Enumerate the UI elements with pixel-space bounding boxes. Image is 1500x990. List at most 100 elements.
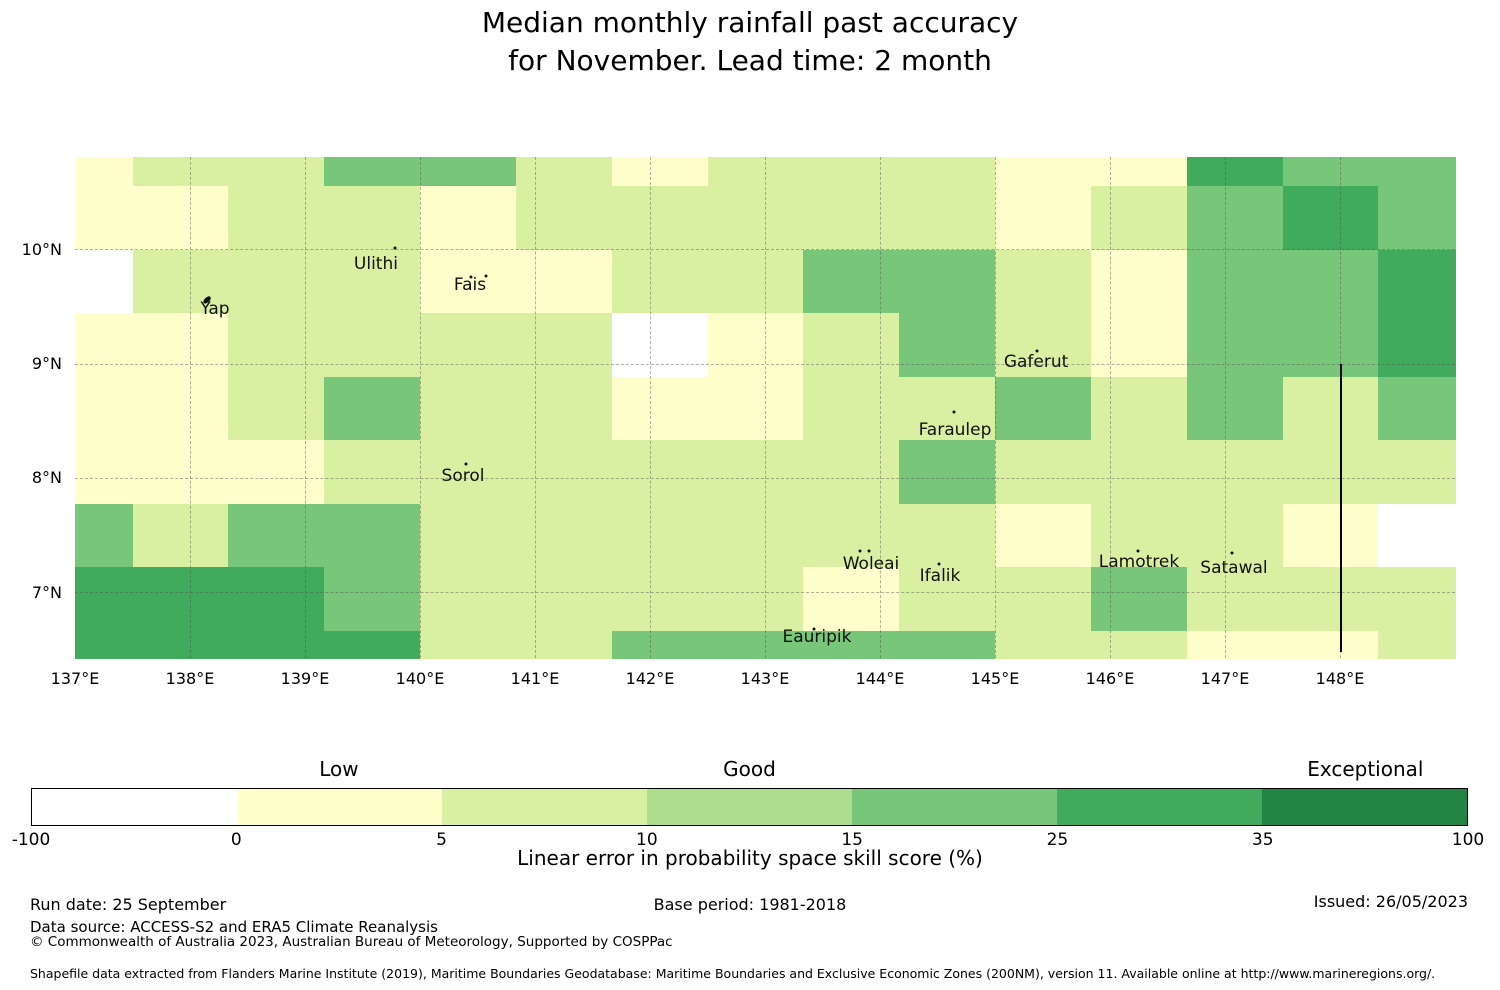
grid-cell	[1186, 440, 1284, 505]
colorbar-quality-label: Good	[723, 757, 776, 781]
grid-cell	[707, 503, 804, 569]
grid-cell	[707, 567, 804, 632]
grid-cell	[515, 503, 613, 569]
island-marker-icon	[393, 246, 397, 250]
grid-cell	[707, 630, 804, 659]
grid-cell	[1090, 567, 1188, 632]
colorbar-tick-label: 15	[841, 830, 863, 850]
grid-cell	[1090, 630, 1188, 659]
grid-cell	[1186, 376, 1284, 442]
map-plot-area: Yap Ulithi Fais Sorol Gaferut Faraulep Woleai I…	[22, 157, 1456, 688]
grid-cell	[1186, 249, 1284, 314]
grid-cell	[515, 186, 613, 251]
colorbar-tick-label: 5	[436, 830, 447, 850]
grid-cell	[420, 249, 517, 314]
island-marker-icon	[469, 275, 473, 279]
grid-cell	[324, 503, 421, 569]
shapefile-note-text: Shapefile data extracted from Flanders M…	[30, 966, 1436, 981]
grid-cell	[611, 186, 709, 251]
island-label: Gaferut	[1003, 352, 1069, 373]
island-marker-icon	[1230, 551, 1234, 555]
grid-cell	[1378, 186, 1456, 251]
grid-cell	[995, 249, 1092, 314]
island-marker-icon	[1136, 549, 1140, 553]
island-marker-icon	[464, 462, 468, 466]
colorbar-tick-label: 0	[230, 830, 242, 850]
grid-cell	[611, 567, 709, 632]
grid-cell	[899, 567, 996, 632]
grid-cell	[132, 376, 229, 442]
grid-cell	[995, 157, 1092, 187]
grid-cell	[1282, 630, 1379, 659]
grid-cell	[1090, 249, 1188, 314]
grid-cell	[515, 376, 613, 442]
grid-cell	[707, 249, 804, 314]
grid-cell	[1378, 249, 1456, 314]
colorbar-segment	[1057, 789, 1262, 825]
grid-cell	[803, 503, 900, 569]
island-label: Fais	[453, 274, 487, 295]
grid-cell	[228, 313, 325, 378]
grid-cell	[707, 313, 804, 378]
grid-cell	[1282, 567, 1379, 632]
island-marker-icon	[858, 549, 862, 553]
island-marker-icon	[867, 549, 871, 553]
x-axis-tick-label: 143°E	[740, 669, 790, 688]
grid-cell	[75, 376, 134, 442]
x-axis-tick-label: 139°E	[280, 669, 330, 688]
eez-boundary-line	[1339, 364, 1342, 653]
grid-cell	[420, 567, 517, 632]
grid-cell	[228, 376, 325, 442]
grid-cell	[228, 157, 325, 187]
grid-cell	[611, 157, 709, 187]
run-date-text: Run date: 25 September	[30, 895, 227, 914]
page-title: Median monthly rainfall past accuracy fo…	[0, 4, 1500, 80]
grid-cell	[707, 376, 804, 442]
grid-cell	[75, 157, 134, 187]
island-label: Ulithi	[353, 253, 398, 274]
grid-cell	[75, 567, 134, 632]
grid-cell	[1282, 503, 1379, 569]
island-marker-icon	[952, 410, 956, 414]
x-axis-tick-label: 141°E	[510, 669, 560, 688]
grid-cell	[899, 503, 996, 569]
colorbar-tick-label: 10	[636, 830, 658, 850]
grid-cell	[228, 630, 325, 659]
grid-cell	[420, 630, 517, 659]
grid-cell	[995, 440, 1092, 505]
island-label: Yap	[200, 298, 230, 319]
x-axis-tick-label: 140°E	[395, 669, 445, 688]
colorbar-segment	[852, 789, 1057, 825]
grid-cell	[995, 186, 1092, 251]
grid-cell	[803, 313, 900, 378]
grid-cell	[1186, 313, 1284, 378]
grid-cell	[803, 630, 900, 659]
grid-cell	[611, 440, 709, 505]
grid-cell	[1282, 249, 1379, 314]
island-label: Woleai	[842, 554, 900, 575]
colorbar-tick-label: 25	[1046, 830, 1069, 850]
colorbar-segment	[237, 789, 442, 825]
grid-cell	[324, 630, 421, 659]
colorbar: -100 0 5 10 15 25 35 100 Low Good Exceptional	[12, 757, 1485, 850]
grid-cell	[611, 630, 709, 659]
grid-cell	[1090, 313, 1188, 378]
grid-cell	[1186, 503, 1284, 569]
grid-cell	[899, 186, 996, 251]
grid-cell	[1090, 376, 1188, 442]
grid-cell	[899, 440, 996, 505]
island-label: Eauripik	[782, 626, 852, 647]
grid-cell	[420, 313, 517, 378]
grid-cell	[515, 157, 613, 187]
grid-cell	[803, 376, 900, 442]
grid-cell	[611, 376, 709, 442]
grid-cell	[803, 440, 900, 505]
grid-cell	[75, 630, 134, 659]
grid-cell	[132, 186, 229, 251]
grid-cell	[1186, 567, 1284, 632]
grid-cell	[707, 440, 804, 505]
grid-cell	[803, 567, 900, 632]
island-marker-icon	[937, 562, 941, 566]
island-label: Ifalik	[919, 566, 961, 587]
grid-cell	[1090, 440, 1188, 505]
